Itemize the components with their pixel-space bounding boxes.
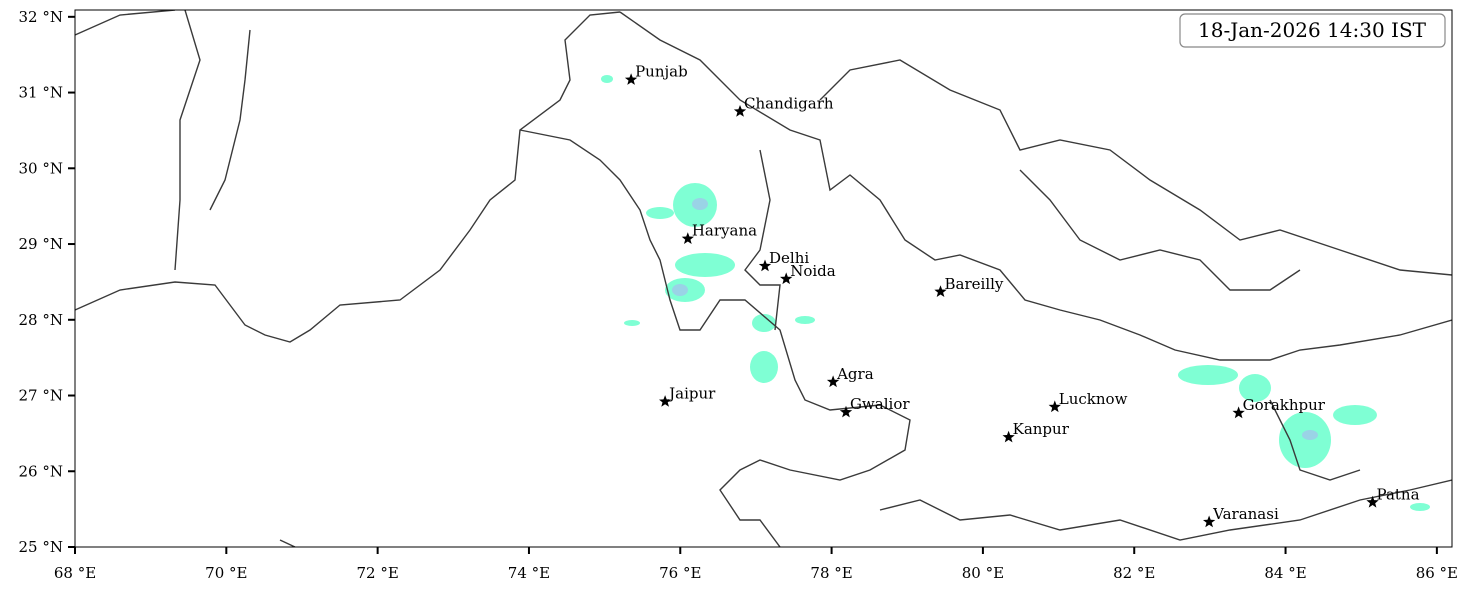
city-marker [733, 105, 747, 117]
city-label: Jaipur [667, 385, 716, 403]
city-label: Chandigarh [744, 94, 834, 112]
city-marker [758, 259, 772, 272]
city-label: Varanasi [1212, 505, 1279, 523]
city-label: Lucknow [1059, 390, 1128, 408]
x-tick-label: 84 °E [1264, 564, 1306, 582]
y-tick-label: 25 °N [19, 538, 63, 556]
y-tick-label: 31 °N [19, 84, 63, 102]
city-marker [681, 232, 694, 244]
y-tick-label: 30 °N [19, 159, 63, 177]
y-tick-label: 28 °N [19, 311, 63, 329]
city-label: Bareilly [945, 275, 1004, 293]
y-tick-label: 27 °N [19, 387, 63, 405]
y-tick-label: 26 °N [19, 462, 63, 480]
x-tick-label: 74 °E [508, 564, 550, 582]
city-marker [780, 272, 793, 285]
city-label: Punjab [635, 63, 688, 81]
map-frame [74, 9, 1453, 548]
city-label: Kanpur [1013, 420, 1070, 438]
x-tick-label: 78 °E [810, 564, 852, 582]
city-marker [624, 73, 638, 85]
x-tick-label: 70 °E [205, 564, 247, 582]
city-label: Patna [1377, 485, 1420, 503]
timestamp: 18-Jan-2026 14:30 IST [1198, 18, 1427, 42]
x-tick-label: 68 °E [54, 564, 96, 582]
city-marker [839, 405, 853, 418]
precipitation [601, 75, 1430, 511]
city-marker [1203, 515, 1216, 528]
x-tick-label: 72 °E [356, 564, 398, 582]
city-marker [1366, 495, 1379, 508]
city-marker [934, 285, 947, 297]
boundaries [75, 10, 1452, 547]
x-tick-label: 82 °E [1113, 564, 1155, 582]
dynamic: 68 °E 70 °E 72 °E 74 °E 76 °E 78 °E 80 °E 82 °E… [19, 8, 1459, 582]
y-tick-label: 29 °N [19, 235, 63, 253]
city-marker [1232, 406, 1245, 419]
city-label: Haryana [692, 222, 757, 240]
city-marker [659, 395, 672, 407]
timestamp-box [1179, 13, 1446, 48]
x-tick-label: 86 °E [1416, 564, 1458, 582]
city-marker [826, 375, 840, 388]
city-label: Gorakhpur [1243, 396, 1326, 414]
x-tick-label: 76 °E [659, 564, 701, 582]
city-marker [1002, 430, 1015, 443]
map-layers [75, 10, 1452, 547]
city-label: Gwalior [850, 395, 910, 413]
city-label: Agra [836, 365, 874, 383]
y-tick-label: 32 °N [19, 8, 63, 26]
x-tick-label: 80 °E [962, 564, 1004, 582]
city-label: Delhi [769, 249, 809, 267]
city-label: Noida [790, 262, 836, 280]
city-marker [1048, 400, 1061, 413]
